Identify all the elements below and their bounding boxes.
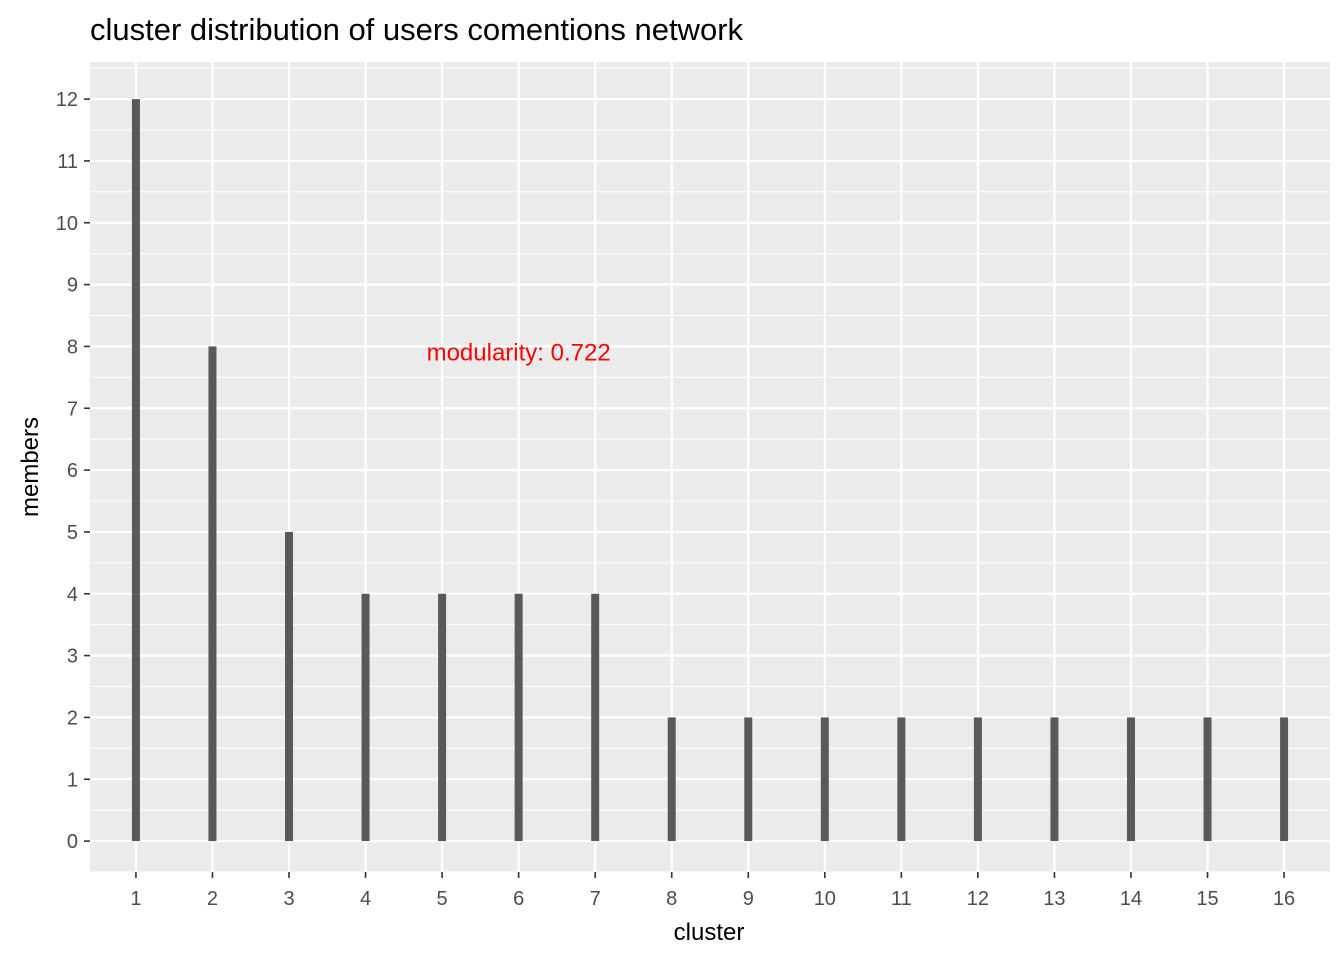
bar <box>591 593 600 842</box>
x-tick-label: 14 <box>1120 888 1142 910</box>
y-tick-label: 8 <box>67 336 78 358</box>
bar <box>897 717 906 842</box>
bar <box>208 346 217 842</box>
bar <box>1280 717 1289 842</box>
bar <box>667 717 676 842</box>
bar <box>131 99 140 842</box>
x-tick-label: 13 <box>1043 888 1065 910</box>
y-tick-label: 7 <box>67 398 78 420</box>
x-tick-label: 4 <box>360 888 371 910</box>
x-tick-label: 2 <box>207 888 218 910</box>
y-tick-label: 2 <box>67 707 78 729</box>
plot-panel <box>90 62 1330 872</box>
bar <box>438 593 447 842</box>
y-tick-label: 4 <box>67 584 78 606</box>
bar <box>1050 717 1059 842</box>
x-tick-label: 8 <box>666 888 677 910</box>
x-tick-label: 15 <box>1196 888 1218 910</box>
bar <box>820 717 829 842</box>
y-tick-label: 11 <box>57 151 78 173</box>
y-tick-label: 0 <box>67 831 78 853</box>
x-tick-label: 1 <box>130 888 141 910</box>
y-tick-label: 12 <box>56 89 78 111</box>
x-tick-label: 9 <box>743 888 754 910</box>
y-tick-label: 1 <box>67 769 78 791</box>
bar <box>285 531 294 842</box>
y-tick-label: 9 <box>67 275 78 297</box>
x-tick-label: 6 <box>513 888 524 910</box>
grid-minor <box>90 67 1330 873</box>
modularity-annotation: modularity: 0.722 <box>427 340 611 367</box>
x-tick-label: 5 <box>437 888 448 910</box>
bar <box>1203 717 1212 842</box>
bar <box>973 717 982 842</box>
y-tick-label: 10 <box>56 213 78 235</box>
x-tick-label: 3 <box>283 888 294 910</box>
x-tick-label: 10 <box>814 888 836 910</box>
x-tick-label: 7 <box>590 888 601 910</box>
x-tick-label: 16 <box>1273 888 1295 910</box>
x-tick-label: 12 <box>967 888 989 910</box>
bar <box>744 717 753 842</box>
x-axis-title: cluster <box>674 919 745 946</box>
bar <box>514 593 523 842</box>
y-axis-title: members <box>17 417 44 517</box>
bar <box>361 593 370 842</box>
x-tick-label: 11 <box>891 888 912 910</box>
y-tick-label: 6 <box>67 460 78 482</box>
x-axis-ticks: 1 2 3 4 5 6 7 8 9 10 11 12 13 14 15 16 <box>130 872 1295 910</box>
y-tick-label: 5 <box>67 522 78 544</box>
bar <box>1126 717 1135 842</box>
bars <box>131 99 1289 842</box>
chart-title: cluster distribution of users comentions… <box>90 12 744 47</box>
y-tick-label: 3 <box>67 646 78 668</box>
